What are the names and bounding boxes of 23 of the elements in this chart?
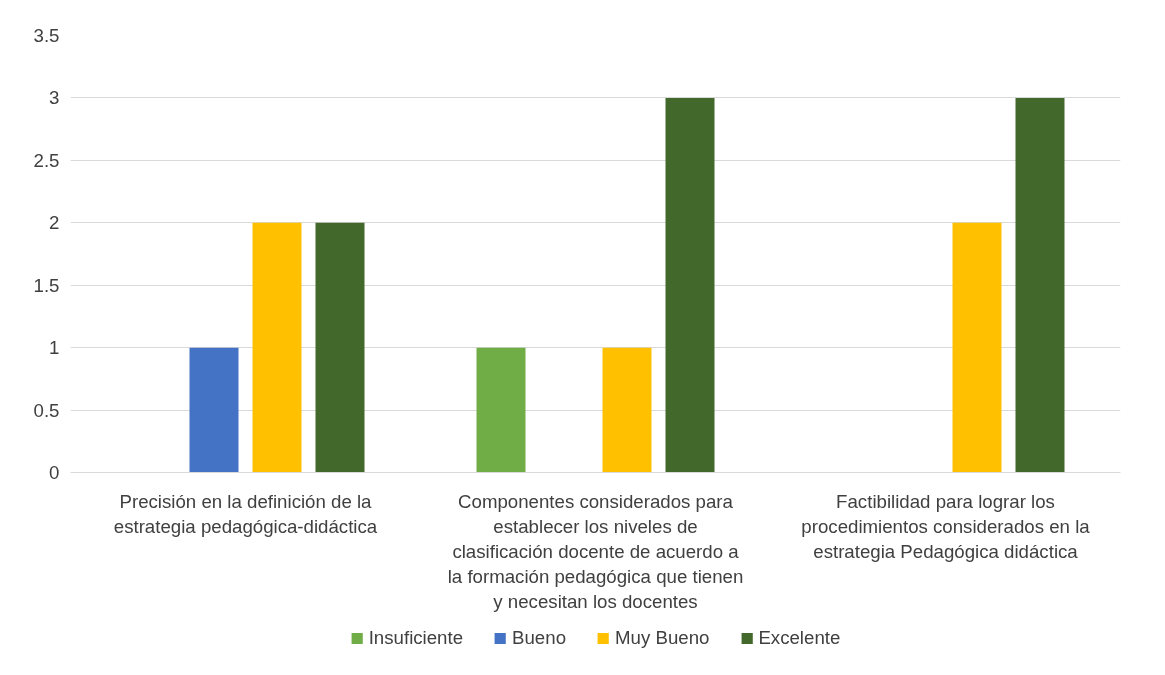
bar <box>952 222 1002 473</box>
bar <box>665 97 715 473</box>
bar <box>252 222 302 473</box>
bar <box>476 347 526 473</box>
y-tick-label: 3 <box>49 87 60 109</box>
y-tick-label: 0 <box>49 462 60 483</box>
x-tick-label: Componentes considerados para establecer los niveles de clasificación docente de acuerdo a la formación pedagógica que tienen y necesitan los docentes <box>447 490 744 613</box>
legend-label: Excelente <box>758 626 841 649</box>
bar <box>189 347 239 473</box>
bar <box>315 222 365 473</box>
bar <box>1015 97 1065 473</box>
legend-label: Insuficiente <box>368 626 464 649</box>
bar <box>602 347 652 473</box>
y-tick-label: 1.5 <box>33 274 60 296</box>
y-tick-label: 1 <box>49 337 60 359</box>
y-tick-label: 0.5 <box>33 399 60 421</box>
legend-label: Bueno <box>512 626 567 649</box>
y-tick-label: 3.5 <box>33 25 60 46</box>
x-tick-label: Factibilidad para lograr los procedimientos considerados en la estrategia Pedagógica didáctica <box>801 490 1091 562</box>
y-tick-label: 2.5 <box>33 149 60 171</box>
legend-label: Muy Bueno <box>615 626 710 649</box>
x-tick-label: Precisión en la definición de la estrategia pedagógica-didáctica <box>113 490 378 537</box>
y-tick-label: 2 <box>49 212 60 234</box>
